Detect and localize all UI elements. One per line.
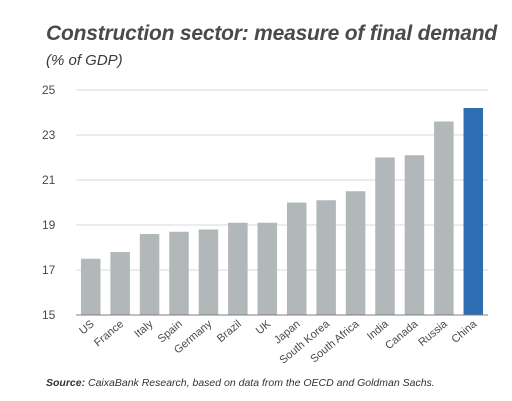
bar-spain — [169, 231, 189, 315]
bars — [80, 108, 484, 315]
x-tick-label: Russia — [416, 318, 450, 349]
chart-subtitle: (% of GDP) — [46, 52, 123, 69]
bar-germany — [198, 229, 219, 315]
source-label: Source: — [46, 377, 86, 389]
bar-italy — [139, 234, 160, 315]
bar-india — [375, 157, 395, 315]
y-tick-label: 23 — [42, 128, 56, 142]
y-tick-label: 25 — [42, 83, 56, 97]
source-note: Source: CaixaBank Research, based on dat… — [46, 377, 435, 389]
y-tick-label: 17 — [42, 263, 56, 277]
x-tick-label: France — [92, 318, 126, 349]
x-tick-label: Italy — [132, 318, 156, 340]
x-tick-label: Brazil — [215, 318, 244, 345]
y-tick-label: 15 — [42, 308, 56, 322]
bar-russia — [434, 121, 454, 315]
y-tick-label: 19 — [42, 218, 56, 232]
bar-uk — [257, 222, 278, 315]
source-text: CaixaBank Research, based on data from t… — [85, 377, 435, 389]
x-tick-label: UK — [254, 318, 274, 337]
x-tick-label: China — [449, 318, 479, 346]
bar-china — [463, 108, 484, 315]
bar-south-korea — [316, 200, 336, 315]
bar-brazil — [228, 222, 248, 315]
bar-us — [80, 258, 101, 315]
y-tick-label: 21 — [42, 173, 56, 187]
bar-japan — [286, 202, 307, 315]
x-tick-label: Canada — [383, 318, 421, 353]
y-axis-tick-labels: 15 17 19 21 23 25 — [42, 83, 56, 322]
chart-title: Construction sector: measure of final de… — [46, 22, 497, 45]
gridlines — [76, 89, 488, 271]
bar-south-africa — [345, 191, 366, 315]
bar-canada — [404, 155, 425, 315]
bar-france — [110, 252, 130, 315]
x-tick-label: US — [77, 318, 96, 337]
